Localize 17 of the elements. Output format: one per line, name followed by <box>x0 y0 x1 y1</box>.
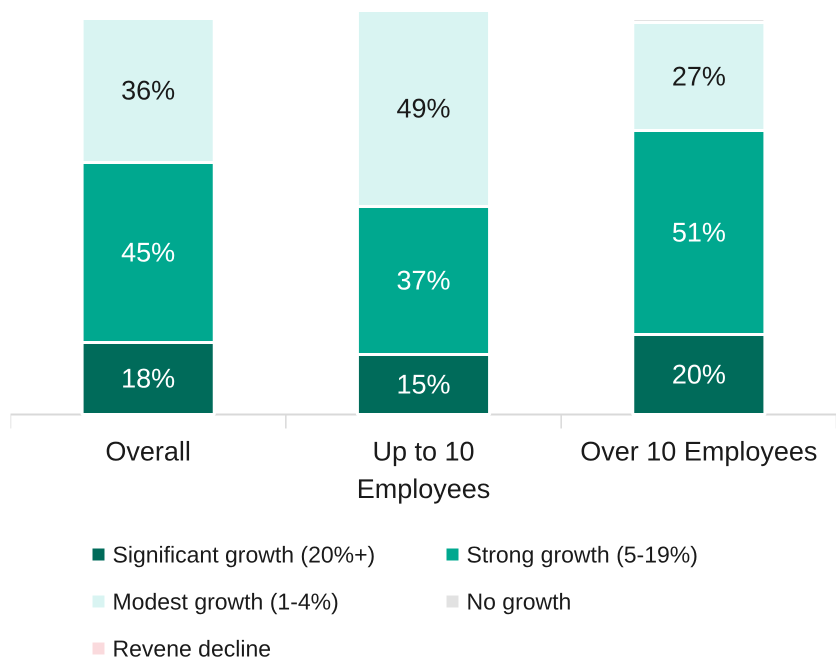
legend-label: Modest growth (1-4%) <box>112 588 339 614</box>
data-label: 18% <box>121 364 176 394</box>
legend-label: No growth <box>466 588 572 614</box>
data-label: 15% <box>396 370 451 400</box>
data-label: 51% <box>672 218 726 248</box>
data-label: 49% <box>396 94 451 124</box>
legend-label: Significant growth (20%+) <box>112 542 376 568</box>
x-tick-label: Over 10 Employees <box>580 436 818 466</box>
x-tick-label: Overall <box>105 436 191 466</box>
data-label: 37% <box>396 266 451 296</box>
legend-label: Strong growth (5-19%) <box>466 542 698 568</box>
data-label: 27% <box>672 62 726 92</box>
data-label: 20% <box>672 360 726 390</box>
x-tick-label: Up to 10 Employees <box>356 436 490 504</box>
legend-label: Revene decline <box>112 636 272 661</box>
data-label: 45% <box>121 238 176 268</box>
data-label: 36% <box>121 76 176 106</box>
